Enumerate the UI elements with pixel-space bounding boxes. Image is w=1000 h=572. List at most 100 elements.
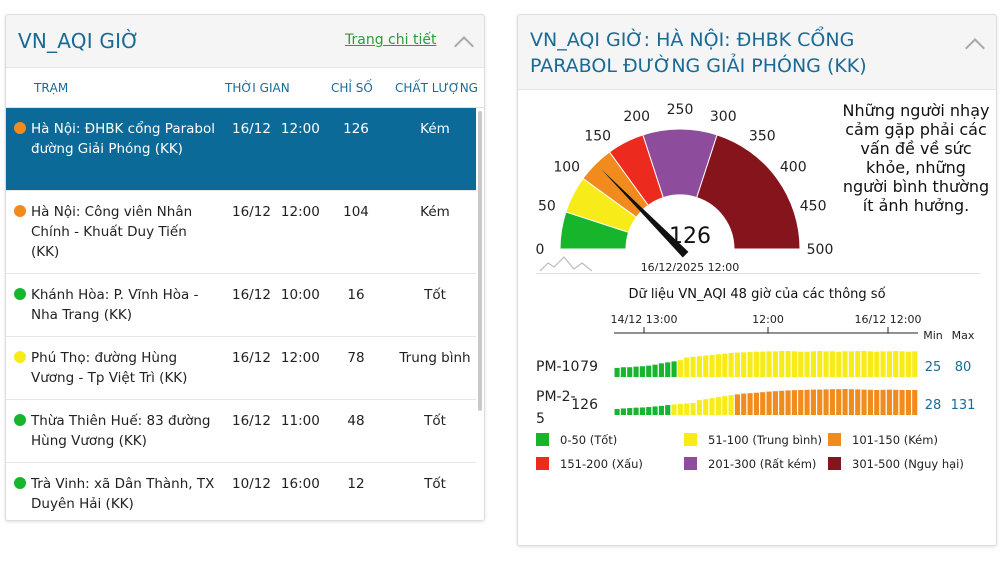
spark-bar xyxy=(684,403,690,415)
status-dot-icon xyxy=(14,288,26,300)
mountain-icon xyxy=(539,256,593,271)
spark-bar xyxy=(785,390,791,415)
spark-bar xyxy=(912,389,918,415)
aqi-value: 48 xyxy=(347,413,365,429)
spark-bar xyxy=(817,351,823,377)
status-dot-icon xyxy=(14,414,26,426)
gauge-tick-label: 300 xyxy=(710,109,737,125)
column-header-index[interactable]: CHỈ SỐ xyxy=(331,81,373,95)
spark-bar xyxy=(899,351,905,377)
spark-bar xyxy=(614,367,620,377)
status-dot-icon xyxy=(14,351,26,363)
station-time: 16/12 12:00 xyxy=(232,350,320,366)
time-axis-label: 14/12 13:00 xyxy=(611,313,678,326)
spark-bar xyxy=(747,351,753,377)
table-header: TRẠM THỜI GIAN CHỈ SỐ CHẤT LƯỢNG xyxy=(6,67,484,108)
spark-bar xyxy=(741,352,747,377)
spark-bar xyxy=(836,351,842,377)
spark-bar xyxy=(848,389,854,415)
spark-bar xyxy=(861,389,867,415)
spark-bar xyxy=(867,351,873,377)
scrollbar[interactable] xyxy=(478,111,482,411)
station-hour: 11:00 xyxy=(280,413,320,429)
spark-bar xyxy=(728,395,734,415)
legend-label: 201-300 (Rất kém) xyxy=(708,457,817,471)
spark-bar xyxy=(905,389,911,415)
spark-bar xyxy=(760,351,766,377)
spark-bar xyxy=(760,392,766,415)
station-date: 16/12 xyxy=(232,413,271,429)
spark-bar xyxy=(665,405,671,415)
station-date: 16/12 xyxy=(232,287,271,303)
spark-bar xyxy=(639,407,645,415)
series-min: 28 xyxy=(925,398,942,413)
status-dot-icon xyxy=(14,205,26,217)
spark-bar xyxy=(614,409,620,415)
gauge-tick-label: 50 xyxy=(538,199,556,215)
legend-label: 151-200 (Xấu) xyxy=(560,457,643,471)
column-header-time[interactable]: THỜI GIAN xyxy=(225,81,290,95)
spark-bar xyxy=(823,389,829,415)
legend-label: 51-100 (Trung bình) xyxy=(708,433,823,447)
spark-bar xyxy=(671,404,677,415)
spark-bar xyxy=(684,357,690,377)
chevron-up-icon[interactable] xyxy=(454,36,474,56)
spark-bar xyxy=(893,351,899,377)
detail-link[interactable]: Trang chi tiết xyxy=(345,32,437,48)
table-row[interactable]: Hà Nội: ĐHBK cổng Parabol đường Giải Phó… xyxy=(6,108,476,191)
quality-label: Tốt xyxy=(424,413,446,429)
spark-bar xyxy=(677,360,683,377)
series-max: 80 xyxy=(955,360,972,375)
station-name: Hà Nội: Công viên Nhân Chính - Khuất Duy… xyxy=(31,204,193,260)
divider xyxy=(536,273,980,274)
station-hour: 12:00 xyxy=(280,204,320,220)
station-time: 16/12 11:00 xyxy=(232,413,320,429)
spark-bar xyxy=(804,351,810,377)
time-axis-label: 12:00 xyxy=(752,313,784,326)
spark-bar xyxy=(728,352,734,377)
series-min: 25 xyxy=(925,360,942,375)
station-detail-panel: VN_AQI GIỜ: HÀ NỘI: ĐHBK CỔNG PARABOL ĐƯ… xyxy=(517,14,997,546)
table-row[interactable]: Trà Vinh: xã Dân Thành, TX Duyên Hải (KK… xyxy=(6,463,476,520)
legend-label: 301-500 (Nguy hại) xyxy=(852,457,964,471)
table-row[interactable]: Khánh Hòa: P. Vĩnh Hòa - Nha Trang (KK) 1… xyxy=(6,274,476,337)
spark-bar xyxy=(665,362,671,377)
spark-bar xyxy=(772,351,778,377)
spark-bar xyxy=(741,393,747,415)
spark-bar xyxy=(696,400,702,415)
spark-bar xyxy=(905,351,911,377)
panel-title: VN_AQI GIỜ: HÀ NỘI: ĐHBK CỔNG PARABOL ĐƯ… xyxy=(530,29,867,77)
gauge-tick-label: 350 xyxy=(749,129,776,145)
quality-label: Kém xyxy=(420,121,450,137)
column-header-station[interactable]: TRẠM xyxy=(34,81,69,95)
table-row[interactable]: Hà Nội: Công viên Nhân Chính - Khuất Duy… xyxy=(6,191,476,274)
legend-swatch-icon xyxy=(536,457,549,470)
gauge-timestamp: 16/12/2025 12:00 xyxy=(641,261,740,271)
spark-bar xyxy=(639,366,645,377)
spark-bar xyxy=(633,366,639,377)
station-hour: 12:00 xyxy=(280,350,320,366)
spark-bar xyxy=(886,389,892,415)
station-name: Hà Nội: ĐHBK cổng Parabol đường Giải Phó… xyxy=(31,121,215,157)
spark-bar xyxy=(652,364,658,377)
spark-bar xyxy=(690,356,696,377)
chevron-up-icon[interactable] xyxy=(965,38,985,58)
spark-bar xyxy=(855,351,861,377)
spark-bar xyxy=(620,367,626,377)
spark-bar xyxy=(867,389,873,415)
column-header-quality[interactable]: CHẤT LƯỢNG xyxy=(395,81,478,95)
gauge-tick-label: 400 xyxy=(780,160,807,176)
spark-bar xyxy=(709,398,715,415)
gauge-tick-label: 500 xyxy=(807,242,834,258)
spark-bar xyxy=(734,352,740,377)
table-row[interactable]: Phú Thọ: đường Hùng Vương - Tp Việt Trì … xyxy=(6,337,476,400)
spark-bar xyxy=(836,389,842,415)
table-row[interactable]: Thừa Thiên Huế: 83 đường Hùng Vương (KK)… xyxy=(6,400,476,463)
station-hour: 16:00 xyxy=(280,476,320,492)
spark-bar xyxy=(703,399,709,415)
gauge-tick-label: 250 xyxy=(667,102,694,118)
station-hour: 10:00 xyxy=(280,287,320,303)
series-current-value: 126 xyxy=(571,397,598,413)
aqi-value: 78 xyxy=(347,350,365,366)
